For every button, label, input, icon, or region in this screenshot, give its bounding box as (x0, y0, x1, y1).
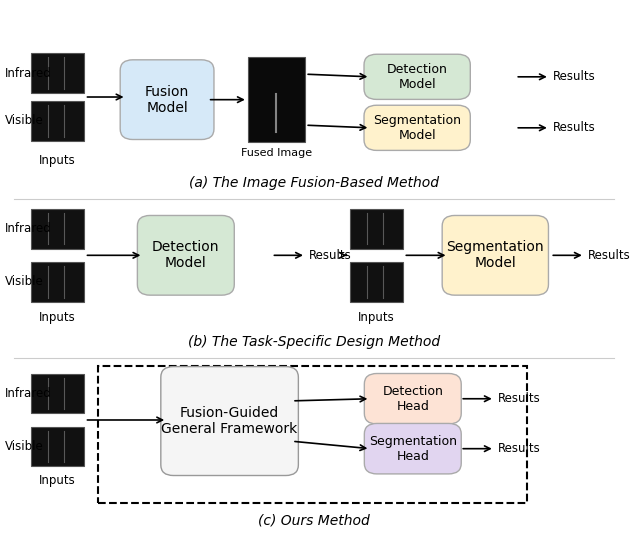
FancyBboxPatch shape (364, 105, 470, 151)
FancyBboxPatch shape (364, 54, 470, 99)
Text: Visible: Visible (4, 276, 44, 288)
Text: Results: Results (498, 442, 541, 455)
Text: (c) Ours Method: (c) Ours Method (258, 514, 370, 528)
Text: Segmentation
Head: Segmentation Head (369, 435, 457, 462)
Text: Infrared: Infrared (4, 222, 51, 235)
Text: Inputs: Inputs (358, 311, 395, 324)
Bar (350, 262, 403, 302)
FancyBboxPatch shape (138, 216, 234, 295)
Text: Results: Results (309, 249, 352, 262)
Text: Fused Image: Fused Image (241, 148, 312, 158)
Text: Visible: Visible (4, 114, 44, 128)
Bar (31, 262, 84, 302)
FancyBboxPatch shape (120, 60, 214, 139)
Text: Inputs: Inputs (39, 154, 76, 167)
Text: Infrared: Infrared (4, 67, 51, 80)
Text: Infrared: Infrared (4, 387, 51, 400)
Bar (31, 427, 84, 467)
Text: Detection
Head: Detection Head (382, 384, 444, 413)
Bar (31, 373, 84, 413)
Text: (a) The Image Fusion-Based Method: (a) The Image Fusion-Based Method (189, 176, 439, 190)
Text: Inputs: Inputs (39, 311, 76, 324)
Text: Results: Results (588, 249, 630, 262)
Bar (31, 101, 84, 141)
Bar (31, 53, 84, 93)
Text: Detection
Model: Detection Model (387, 63, 447, 91)
FancyBboxPatch shape (442, 216, 548, 295)
Text: Fusion
Model: Fusion Model (145, 84, 189, 115)
FancyBboxPatch shape (161, 367, 298, 475)
FancyBboxPatch shape (364, 373, 461, 424)
Bar (350, 209, 403, 249)
Text: Fusion-Guided
General Framework: Fusion-Guided General Framework (161, 406, 298, 436)
Text: Results: Results (553, 121, 596, 135)
Text: Visible: Visible (4, 440, 44, 453)
Text: Results: Results (498, 392, 541, 405)
Text: Segmentation
Model: Segmentation Model (373, 114, 461, 142)
Text: (b) The Task-Specific Design Method: (b) The Task-Specific Design Method (188, 335, 440, 349)
Bar (31, 209, 84, 249)
Text: Results: Results (553, 70, 596, 83)
Text: Detection
Model: Detection Model (152, 240, 220, 270)
FancyBboxPatch shape (364, 423, 461, 474)
Text: Segmentation
Model: Segmentation Model (447, 240, 544, 270)
Bar (248, 57, 305, 142)
Text: Inputs: Inputs (39, 474, 76, 487)
